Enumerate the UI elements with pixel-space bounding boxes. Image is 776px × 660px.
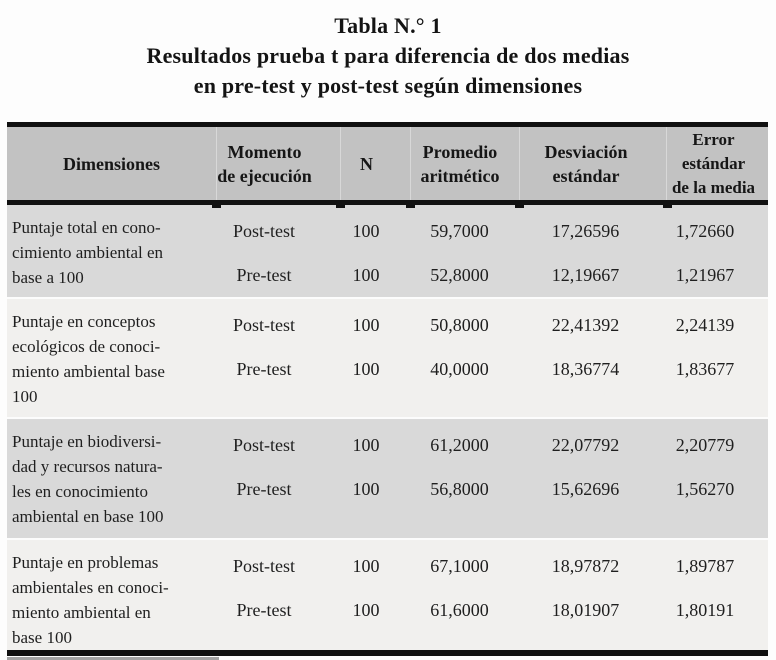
cell-momento: Pre-test (236, 478, 292, 499)
column-divider-tick (212, 205, 221, 208)
cell-error: 2,20779 (675, 434, 735, 455)
cell-promedio: 56,8000 (430, 478, 489, 499)
data-rows: Post-test 100 59,7000 17,26596 1,72660 P… (216, 205, 768, 297)
cell-momento: Pre-test (236, 599, 292, 620)
cell-error: 2,24139 (675, 314, 735, 335)
table-row-group: Puntaje en problemas ambientales en cono… (7, 538, 768, 650)
dimension-cell: Puntaje en conceptos ecológicos de conoc… (12, 312, 165, 406)
title-line-3: en pre-test y post-test según dimensione… (193, 73, 583, 98)
header-rule (7, 200, 768, 205)
cell-promedio: 67,1000 (430, 555, 489, 576)
cell-desviacion: 17,26596 (551, 220, 620, 241)
cell-error: 1,21967 (675, 264, 735, 285)
cell-momento: Post-test (232, 314, 295, 335)
cell-desviacion: 22,41392 (551, 314, 620, 335)
cell-error: 1,80191 (675, 599, 735, 620)
cell-desviacion: 18,01907 (551, 599, 620, 620)
title-line-2: Resultados prueba t para diferencia de d… (146, 43, 630, 68)
cell-error: 1,56270 (675, 478, 735, 499)
results-table: Dimensiones Momento de ejecución N Prome… (7, 122, 768, 660)
cell-desviacion: 18,97872 (551, 555, 620, 576)
cell-promedio: 61,2000 (430, 434, 489, 455)
cell-n: 100 (352, 434, 380, 455)
header-cell-dimensiones: Dimensiones (62, 153, 160, 174)
cell-n: 100 (352, 220, 380, 241)
cell-desviacion: 12,19667 (551, 264, 620, 285)
cell-desviacion: 18,36774 (551, 358, 620, 379)
cell-n: 100 (352, 555, 380, 576)
cell-n: 100 (352, 264, 380, 285)
header-cell-promedio: Promedio aritmético (410, 127, 519, 200)
cell-momento: Post-test (232, 555, 295, 576)
header-cell-desviacion: Desviación estándar (519, 127, 666, 200)
column-divider-tick (336, 205, 345, 208)
cell-error: 1,83677 (675, 358, 735, 379)
cell-promedio: 40,0000 (430, 358, 489, 379)
cell-promedio: 52,8000 (430, 264, 489, 285)
header-cell-n: N (340, 127, 410, 200)
cell-n: 100 (352, 599, 380, 620)
top-rule (7, 122, 768, 127)
dimension-cell: Puntaje total en cono- cimiento ambienta… (12, 218, 164, 287)
cell-n: 100 (352, 314, 380, 335)
table-row-group: Puntaje en biodiversi- dad y recursos na… (7, 417, 768, 538)
table-row-group: Puntaje total en cono- cimiento ambienta… (7, 205, 768, 297)
cell-n: 100 (352, 358, 380, 379)
cell-promedio: 59,7000 (430, 220, 489, 241)
column-divider-tick (663, 205, 672, 208)
cell-desviacion: 15,62696 (551, 478, 620, 499)
cell-desviacion: 22,07792 (551, 434, 620, 455)
header-cell-error: Error estándar de la media (666, 127, 768, 200)
header-cell-momento: Momento de ejecución (216, 127, 340, 200)
column-divider-tick (515, 205, 524, 208)
cell-momento: Post-test (232, 434, 295, 455)
table-row-group: Puntaje en conceptos ecológicos de conoc… (7, 297, 768, 417)
table-title-block: Tabla N.° 1 Resultados prueba t para dif… (0, 0, 776, 112)
data-rows: Post-test 100 67,1000 18,97872 1,89787 P… (216, 540, 768, 650)
cell-momento: Pre-test (236, 358, 292, 379)
dimension-cell: Puntaje en problemas ambientales en cono… (12, 553, 169, 647)
data-rows: Post-test 100 50,8000 22,41392 2,24139 P… (216, 299, 768, 417)
table-header-row: Dimensiones Momento de ejecución N Prome… (7, 127, 768, 200)
cell-momento: Post-test (232, 220, 295, 241)
data-rows: Post-test 100 61,2000 22,07792 2,20779 P… (216, 419, 768, 538)
cell-momento: Pre-test (236, 264, 292, 285)
bottom-rule (7, 650, 768, 656)
cell-promedio: 50,8000 (430, 314, 489, 335)
title-line-1: Tabla N.° 1 (334, 13, 442, 38)
cell-error: 1,72660 (675, 220, 735, 241)
cell-promedio: 61,6000 (430, 599, 489, 620)
cell-error: 1,89787 (675, 555, 735, 576)
dimension-cell: Puntaje en biodiversi- dad y recursos na… (12, 432, 164, 526)
column-divider-tick (406, 205, 415, 208)
cell-n: 100 (352, 478, 380, 499)
